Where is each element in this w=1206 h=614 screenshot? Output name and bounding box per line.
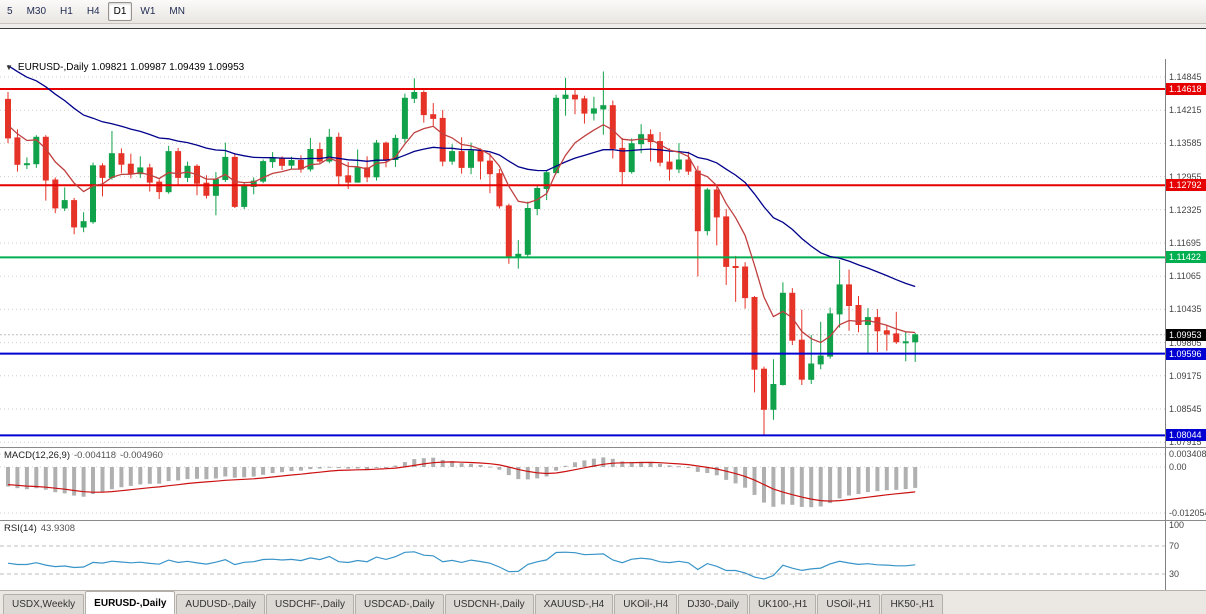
axis-price-label: 1.07915	[1169, 437, 1202, 447]
resistance-level-badge: 1.12792	[1166, 179, 1206, 192]
timeframe-button-m5[interactable]: 5	[7, 6, 13, 17]
timeframe-button-m30[interactable]: M30	[26, 6, 47, 17]
rsi-axis[interactable]: 100 70 30	[1165, 521, 1206, 591]
axis-price-label: 1.11065	[1169, 271, 1201, 282]
chart-tab-usdx[interactable]: USDX,Weekly	[3, 594, 85, 614]
chart-tab-xauusd[interactable]: XAUUSD-,H4	[534, 594, 614, 614]
macd-axis-label: -0.012054	[1169, 507, 1206, 518]
axis-price-label: 1.11695	[1169, 238, 1201, 248]
axis-price-label: 1.10435	[1169, 304, 1202, 315]
macd-label: MACD(12,26,9) -0.004118 -0.004960	[4, 450, 163, 461]
timeframe-button-h1[interactable]: H1	[60, 6, 73, 17]
support-level-badge: 1.11422	[1166, 251, 1206, 264]
axis-price-label: 1.12325	[1169, 204, 1202, 215]
chart-tab-dj30[interactable]: DJ30-,Daily	[678, 594, 748, 614]
rsi-value: 43.9308	[40, 523, 76, 534]
current-price-badge: 1.09953	[1166, 328, 1206, 341]
panel-separator[interactable]	[0, 447, 1206, 448]
timeframe-button-d1[interactable]: D1	[107, 2, 133, 21]
chart-tab-usdcnh[interactable]: USDCNH-,Daily	[444, 594, 534, 614]
rsi-label: RSI(14) 43.9308	[4, 523, 75, 534]
macd-indicator-panel[interactable]: MACD(12,26,9) -0.004118 -0.004960	[0, 448, 1165, 520]
axis-price-label: 1.13585	[1169, 138, 1202, 149]
timeframe-button-h4[interactable]: H4	[86, 6, 100, 17]
macd-name: MACD(12,26,9)	[4, 450, 70, 461]
chart-tab-bar: USDX,Weekly EURUSD-,Daily AUDUSD-,Daily …	[0, 590, 1206, 614]
timeframe-toolbar: 5 M30 H1 H4 D1 W1 MN	[0, 0, 1206, 24]
axis-price-label: 1.14845	[1169, 72, 1202, 82]
chart-tab-usdcad[interactable]: USDCAD-,Daily	[354, 594, 444, 614]
macd-axis[interactable]: 0.003408 0.00 -0.012054	[1165, 448, 1206, 520]
chart-tab-uk100[interactable]: UK100-,H1	[748, 594, 817, 614]
axis-price-label: 1.08545	[1169, 404, 1202, 414]
rsi-chart-canvas	[0, 545, 1165, 580]
rsi-axis-label: 30	[1169, 569, 1180, 579]
chart-symbol-label: EURUSD-,Daily	[17, 62, 89, 73]
chart-tab-ukoil[interactable]: UKOil-,H4	[614, 594, 678, 614]
support-level-badge: 1.09596	[1166, 347, 1206, 360]
timeframe-button-w1[interactable]: W1	[140, 6, 156, 17]
rsi-indicator-panel[interactable]: RSI(14) 43.9308	[0, 521, 1165, 591]
axis-price-label: 1.14215	[1169, 105, 1202, 116]
price-chart[interactable]: ▼ EURUSD-,Daily 1.09821 1.09987 1.09439 1…	[0, 59, 1165, 447]
resistance-level-badge: 1.14618	[1166, 82, 1206, 95]
rsi-axis-label: 70	[1169, 541, 1180, 551]
chart-tab-hk50[interactable]: HK50-,H1	[881, 594, 944, 614]
chart-tab-usdchf[interactable]: USDCHF-,Daily	[265, 594, 354, 614]
rsi-name: RSI(14)	[4, 523, 37, 534]
chart-tab-eurusd[interactable]: EURUSD-,Daily	[85, 591, 176, 614]
support-level-badge: 1.08044	[1166, 429, 1206, 442]
macd-axis-label: 0.00	[1169, 462, 1187, 472]
rsi-axis-label: 100	[1169, 521, 1185, 530]
panel-separator[interactable]	[0, 520, 1206, 521]
timeframe-button-mn[interactable]: MN	[169, 6, 185, 17]
macd-main-value: -0.004118	[74, 450, 117, 461]
chart-tab-usoil[interactable]: USOil-,H1	[817, 594, 881, 614]
axis-price-label: 1.12955	[1169, 171, 1202, 182]
candlestick-chart-canvas	[0, 65, 1165, 443]
chart-tab-audusd[interactable]: AUDUSD-,Daily	[176, 594, 265, 614]
macd-axis-label: 0.003408	[1169, 448, 1206, 459]
price-axis[interactable]: 1.14845 1.14215 1.13585 1.12955 1.12325 …	[1165, 59, 1206, 447]
chart-ohlc-values: 1.09821 1.09987 1.09439 1.09953	[91, 62, 245, 73]
macd-signal-value: -0.004960	[120, 450, 163, 461]
chart-title: ▼ EURUSD-,Daily 1.09821 1.09987 1.09439 1…	[5, 62, 244, 73]
macd-chart-canvas	[0, 453, 1165, 514]
axis-price-label: 1.09175	[1169, 370, 1202, 381]
chart-window: ▼ EURUSD-,Daily 1.09821 1.09987 1.09439 1…	[0, 28, 1206, 609]
axis-price-label: 1.09805	[1169, 337, 1202, 348]
one-click-trading-arrow-icon[interactable]: ▼	[5, 63, 13, 72]
